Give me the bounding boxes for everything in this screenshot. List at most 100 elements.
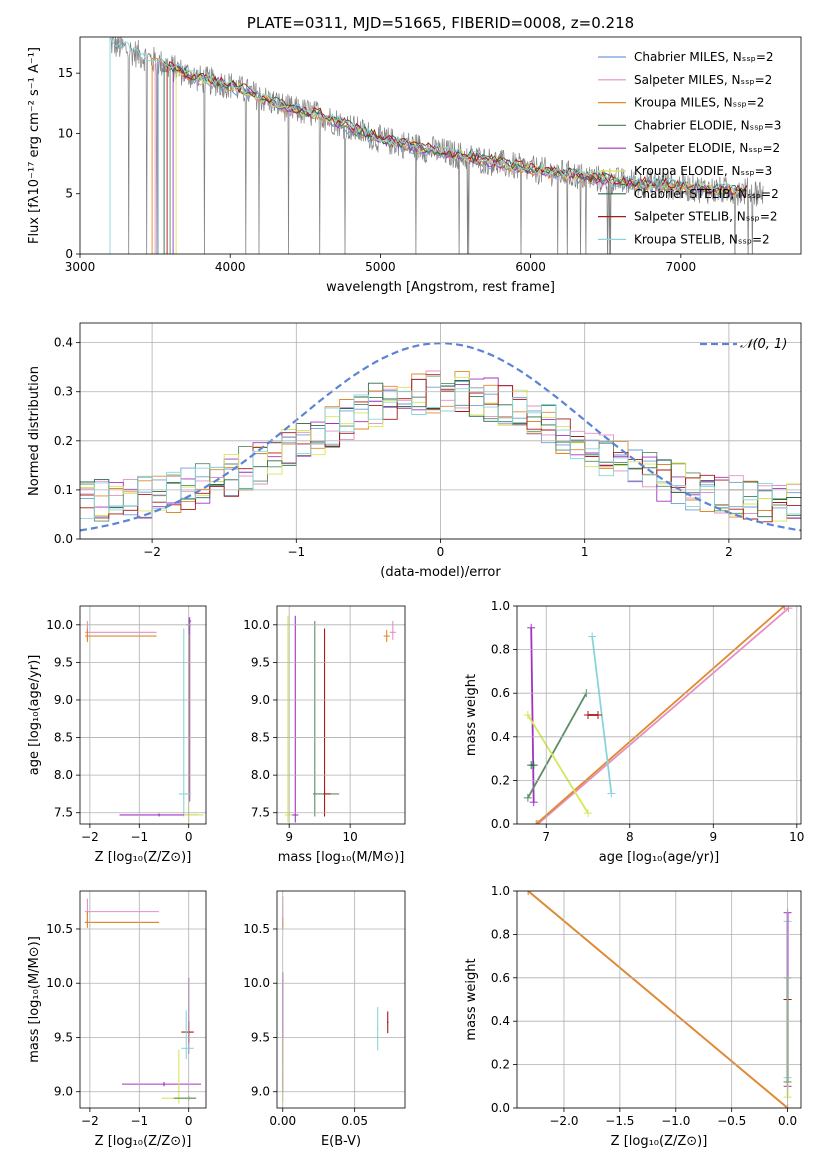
x-tick-label: 0.00	[269, 1114, 296, 1128]
x-tick-label: 4000	[215, 260, 246, 274]
y-tick-label: 10.0	[46, 976, 73, 990]
x-axis-label: mass [log₁₀(M/M⊙)]	[278, 850, 405, 865]
y-tick-label: 9.5	[54, 655, 73, 669]
panel-massweight-vs-age: 7 8 9 10 0.0 0.2 0.4 0.6 0.8 1.0 age [log₁₀(age/yr…	[464, 599, 804, 865]
y-tick-label: 10.5	[243, 922, 270, 936]
x-tick-label: 6000	[515, 260, 546, 274]
x-tick-label: 8	[626, 830, 634, 844]
weight-line-2	[527, 891, 789, 1108]
chart-title: PLATE=0311, MJD=51665, FIBERID=0008, z=0…	[247, 14, 634, 32]
x-tick-label: 0.05	[341, 1114, 368, 1128]
y-tick-label: 0.4	[54, 336, 73, 350]
axes-frame	[276, 605, 406, 825]
x-axis-label: Z [log₁₀(Z/Z⊙)]	[95, 1134, 192, 1149]
y-tick-label: 0.2	[54, 434, 73, 448]
y-tick-label: 9.5	[251, 1030, 270, 1044]
y-tick-label: 0.1	[54, 483, 73, 497]
y-tick-label: 9.0	[251, 693, 270, 707]
y-tick-label: 10.0	[243, 976, 270, 990]
model-spectrum-6	[175, 65, 748, 254]
x-tick-label: 5000	[365, 260, 396, 274]
y-tick-label: 0.8	[491, 643, 510, 657]
weight-line-5	[527, 714, 589, 814]
x-axis-label: (data-model)/error	[380, 565, 501, 580]
y-tick-label: 0.0	[491, 1101, 510, 1115]
x-tick-label: 3000	[65, 260, 96, 274]
x-axis-label: wavelength [Angstrom, rest frame]	[326, 280, 555, 295]
x-axis-label: age [log₁₀(age/yr)]	[599, 850, 720, 865]
y-tick-label: 7.5	[54, 806, 73, 820]
x-tick-label: 10	[343, 830, 358, 844]
legend-label: Chabrier ELODIE, Nₛₛₚ=3	[634, 118, 781, 132]
y-tick-label: 0.4	[491, 1014, 510, 1028]
y-tick-label: 0.2	[491, 1058, 510, 1072]
axes-frame	[79, 36, 802, 255]
legend-label: Salpeter STELIB, Nₛₛₚ=2	[634, 210, 778, 224]
x-tick-label: 0	[185, 830, 193, 844]
x-tick-label: 0.0	[778, 1114, 797, 1128]
x-axis-label: Z [log₁₀(Z/Z⊙)]	[611, 1134, 708, 1149]
axes-frame	[79, 890, 207, 1109]
y-tick-label: 0.3	[54, 385, 73, 399]
panel-mass-vs-Z: −2 −1 0 9.0 9.5 10.0 10.5 Z [log₁₀(Z/Z⊙)] mass […	[27, 890, 207, 1149]
panel-residuals: −2 −1 0 1 2 0.0 0.1 0.2 0.3 0.4 (data-model)/error…	[27, 322, 802, 580]
y-axis-label: mass weight	[464, 958, 479, 1040]
plot-area	[523, 606, 793, 824]
y-tick-label: 9.0	[251, 1085, 270, 1099]
x-tick-label: 1	[581, 545, 589, 559]
legend-label: Chabrier STELIB, Nₛₛₚ=2	[634, 187, 779, 201]
x-tick-label: −2	[143, 545, 161, 559]
plot-area	[109, 37, 764, 254]
y-axis-label: mass [log₁₀(M/M⊙)]	[27, 936, 42, 1063]
axes-frame	[276, 890, 406, 1109]
y-axis-label: Flux [fλ10⁻¹⁷ erg cm⁻² s⁻¹ A⁻¹]	[27, 47, 42, 244]
y-axis-label: age [log₁₀(age/yr)]	[27, 655, 42, 776]
x-tick-label: 9	[285, 830, 293, 844]
y-tick-label: 1.0	[491, 884, 510, 898]
x-tick-label: 0	[185, 1114, 193, 1128]
y-tick-label: 0.0	[54, 532, 73, 546]
legend-label: Kroupa STELIB, Nₛₛₚ=2	[634, 232, 770, 246]
y-tick-label: 5	[65, 187, 73, 201]
x-tick-label: −0.5	[717, 1114, 746, 1128]
x-tick-label: 0	[437, 545, 445, 559]
y-tick-label: 8.5	[54, 731, 73, 745]
y-tick-label: 0	[65, 247, 73, 261]
y-axis-label: Normed distribution	[27, 366, 42, 496]
y-tick-label: 8.0	[251, 768, 270, 782]
x-tick-label: −1.0	[661, 1114, 690, 1128]
y-tick-label: 8.5	[251, 731, 270, 745]
x-tick-label: −2.0	[549, 1114, 578, 1128]
y-tick-label: 0.2	[491, 773, 510, 787]
y-tick-label: 10.5	[46, 922, 73, 936]
panel-mass-vs-ebv: 0.00 0.05 9.0 9.5 10.0 10.5 E(B-V)	[243, 890, 406, 1149]
y-tick-label: 15	[58, 66, 73, 80]
y-tick-label: 0.8	[491, 927, 510, 941]
y-tick-label: 0.4	[491, 730, 510, 744]
weight-line-3	[530, 627, 535, 803]
legend-label: Kroupa ELODIE, Nₛₛₚ=3	[634, 164, 772, 178]
y-tick-label: 7.5	[251, 806, 270, 820]
x-tick-label: −1	[287, 545, 305, 559]
axes-frame	[516, 890, 802, 1109]
y-tick-label: 9.0	[54, 693, 73, 707]
y-tick-label: 0.0	[491, 817, 510, 831]
panel-spectrum: 3000 4000 5000 6000 7000 0 5 10 15 wavelength [An…	[27, 14, 802, 295]
y-tick-label: 1.0	[491, 599, 510, 613]
weight-line-4	[527, 692, 588, 799]
x-tick-label: 2	[725, 545, 733, 559]
y-tick-label: 9.5	[54, 1030, 73, 1044]
x-axis-label: E(B-V)	[321, 1134, 361, 1149]
plot-area	[84, 617, 204, 823]
x-tick-label: −1	[130, 1114, 148, 1128]
x-tick-label: 10	[789, 830, 804, 844]
y-tick-label: 10	[58, 126, 73, 140]
panel-age-vs-mass: 9 10 7.5 8.0 8.5 9.0 9.5 10.0 mass [log₁₀(M/M⊙)]	[243, 605, 406, 865]
x-tick-label: −2	[81, 830, 99, 844]
weight-line-1	[537, 607, 790, 824]
x-tick-label: −1	[130, 830, 148, 844]
x-tick-label: 7	[542, 830, 550, 844]
y-tick-label: 9.5	[251, 655, 270, 669]
axes-frame	[516, 605, 802, 825]
y-tick-label: 10.0	[243, 618, 270, 632]
